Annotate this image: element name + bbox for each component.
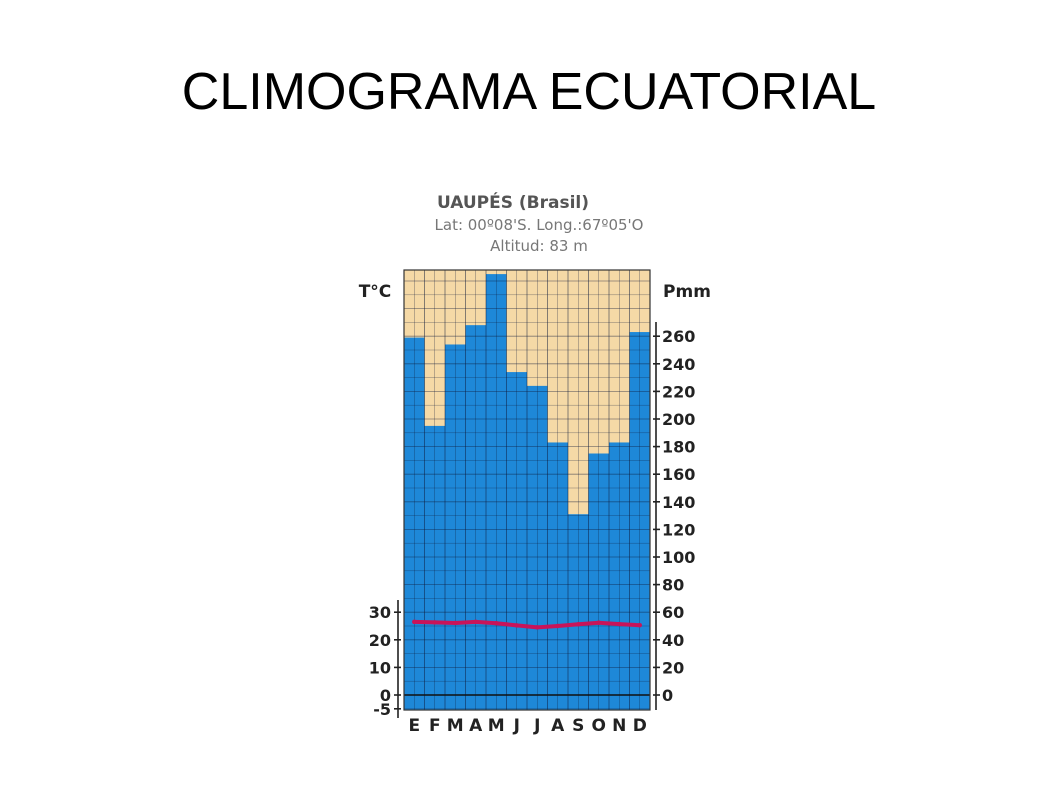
- month-label: A: [551, 716, 565, 736]
- temperature-point: [596, 620, 601, 625]
- temperature-point: [473, 619, 478, 625]
- right-tick-label: 160: [662, 465, 695, 484]
- left-axis-label: T°C: [359, 282, 392, 302]
- month-label: M: [488, 716, 505, 736]
- right-tick-label: 120: [662, 520, 695, 539]
- temperature-point: [453, 620, 458, 626]
- right-tick-label: 60: [662, 603, 684, 622]
- right-tick-label: 180: [662, 438, 695, 457]
- left-tick-label: 20: [369, 631, 391, 650]
- month-label: E: [408, 716, 420, 736]
- right-tick-label: 80: [662, 576, 684, 595]
- temperature-line: [412, 619, 642, 630]
- month-label: O: [592, 716, 606, 736]
- month-label: D: [633, 716, 647, 736]
- right-tick-label: 200: [662, 410, 695, 429]
- right-tick-label: 40: [662, 631, 684, 650]
- month-label: J: [533, 716, 540, 736]
- chart-subtitle-coordinates: Lat: 00º08'S. Long.:67º05'O: [435, 216, 644, 234]
- temperature-point: [514, 623, 519, 628]
- month-label: F: [429, 716, 441, 736]
- left-tick-label: 30: [369, 603, 391, 622]
- month-label: A: [469, 716, 483, 736]
- right-axis-label: Pmm: [663, 282, 711, 302]
- right-tick-label: 0: [662, 686, 673, 705]
- right-tick-label: 140: [662, 493, 695, 512]
- left-tick-label: 0: [380, 686, 391, 705]
- right-tick-label: 100: [662, 548, 695, 567]
- month-label: J: [513, 716, 520, 736]
- right-tick-label: 20: [662, 658, 684, 677]
- month-label: S: [572, 716, 584, 736]
- month-label: M: [447, 716, 464, 736]
- temperature-point: [535, 625, 540, 630]
- right-tick-label: 220: [662, 382, 695, 401]
- month-label: N: [612, 716, 626, 736]
- temperature-point: [576, 622, 581, 627]
- temperature-point: [555, 623, 560, 629]
- chart-title: UAUPÉS (Brasil): [437, 191, 589, 213]
- plot-area: 2602402202001801601401201008060402003020…: [369, 269, 695, 736]
- plot-border: [403, 269, 651, 711]
- slide-title: CLIMOGRAMA ECUATORIAL: [181, 63, 877, 121]
- temperature-point: [412, 619, 417, 625]
- right-tick-label: 260: [662, 327, 695, 346]
- temperature-point: [617, 621, 622, 627]
- temperature-point: [637, 622, 642, 628]
- temperature-point: [432, 620, 437, 625]
- right-tick-label: 240: [662, 355, 695, 374]
- left-tick-label: -5: [373, 700, 391, 719]
- left-tick-label: 10: [369, 658, 391, 677]
- chart-subtitle-altitude: Altitud: 83 m: [490, 237, 588, 255]
- temperature-point: [494, 621, 499, 626]
